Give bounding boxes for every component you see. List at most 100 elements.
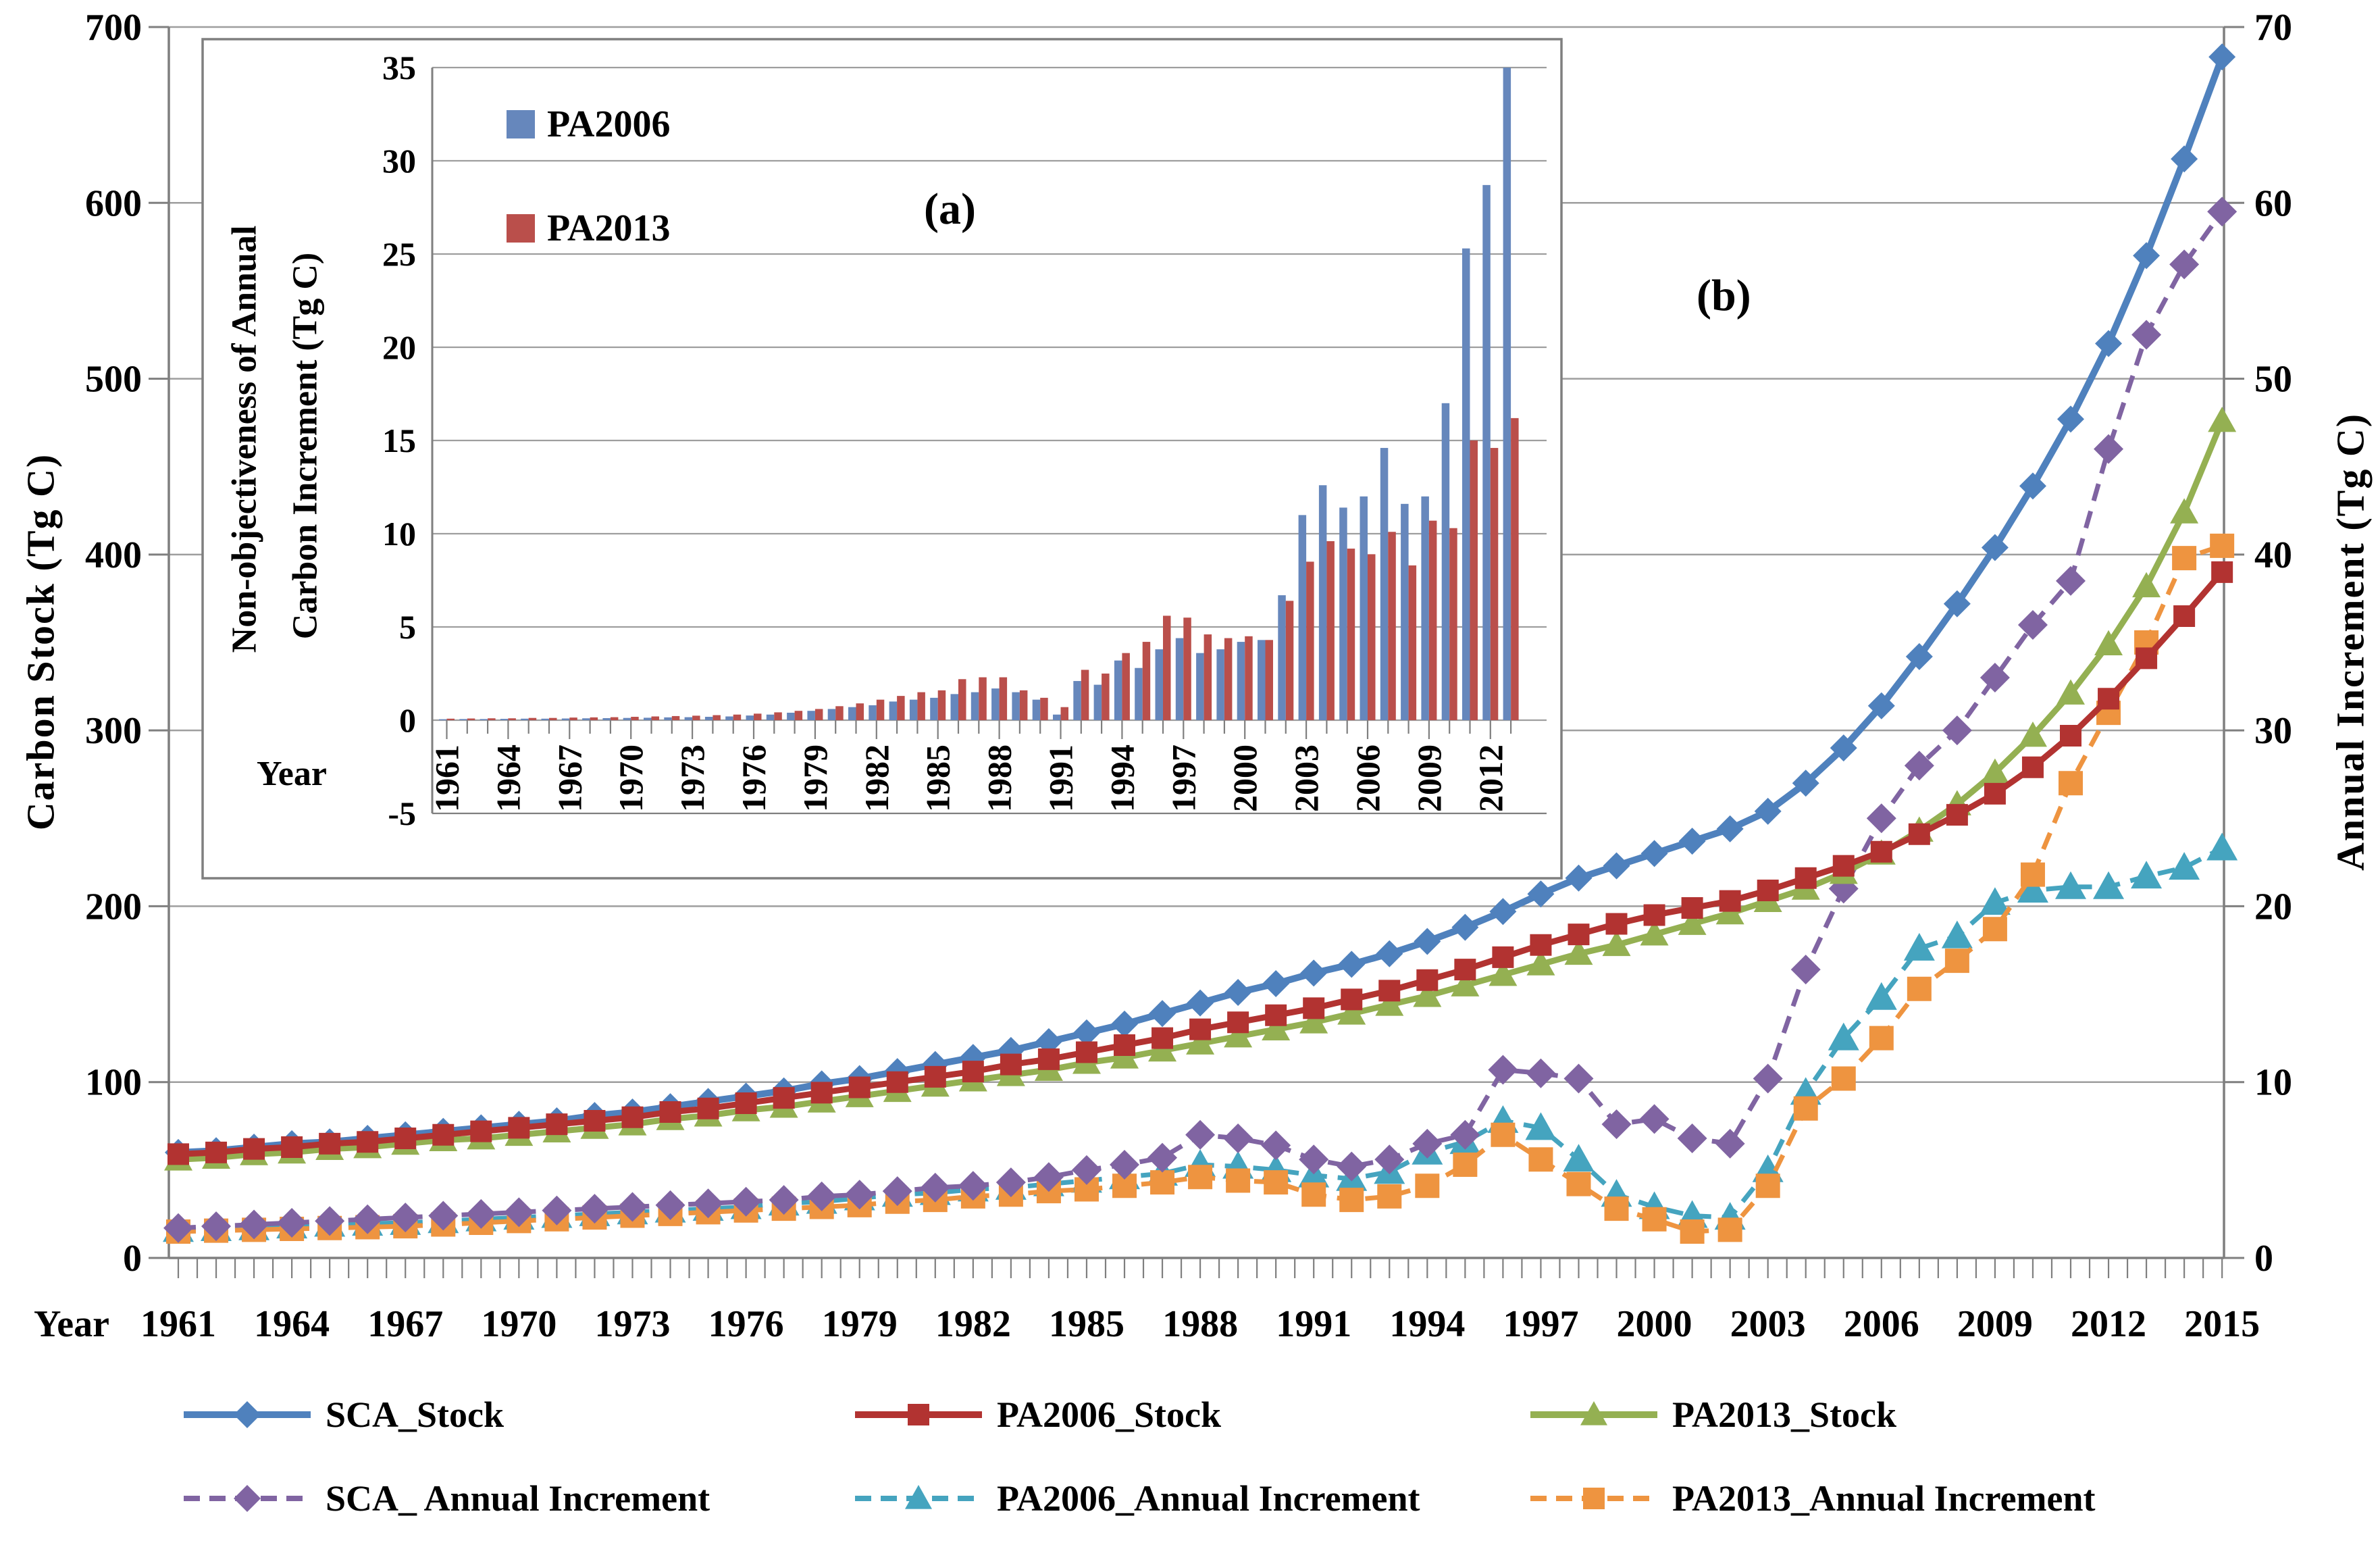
data-point-marker — [1905, 642, 1933, 670]
data-point-marker — [2093, 871, 2125, 899]
inset-y-tick-label: 20 — [382, 328, 416, 366]
inset-bar-pa2013 — [754, 713, 762, 720]
data-point-marker — [2098, 688, 2120, 710]
data-point-marker — [1261, 1130, 1291, 1161]
data-point-marker — [1226, 1168, 1251, 1193]
x-axis-title: Year — [34, 1303, 109, 1345]
data-point-marker — [1412, 1128, 1443, 1159]
data-point-marker — [1944, 949, 1969, 974]
data-point-marker — [1678, 909, 1707, 935]
inset-bar-pa2006 — [1258, 640, 1266, 720]
data-point-marker — [2020, 862, 2045, 887]
data-point-marker — [1568, 924, 1590, 946]
inset-bar-pa2013 — [1183, 617, 1191, 720]
data-point-marker — [1604, 1196, 1629, 1221]
inset-bar-pa2013 — [528, 717, 537, 720]
legend-label: PA2006_Stock — [997, 1394, 1221, 1435]
right-tick-label: 50 — [2254, 359, 2292, 401]
data-point-marker — [2132, 572, 2161, 598]
inset-bar-pa2006 — [1053, 714, 1061, 720]
pa2013-increment-line-sample-icon — [1530, 1488, 1657, 1509]
inset-bar-pa2006 — [991, 688, 1000, 720]
inset-bar-pa2013 — [1122, 653, 1130, 720]
data-point-marker — [2206, 832, 2238, 861]
inset-bar-pa2013 — [467, 718, 475, 720]
data-point-marker — [1528, 1147, 1553, 1172]
inset-bar-pa2006 — [459, 719, 467, 720]
inset-bar-pa2013 — [958, 679, 966, 720]
pa2006-stock-line-sample-icon — [855, 1404, 982, 1425]
data-point-marker — [2169, 249, 2200, 280]
data-point-marker — [239, 1209, 269, 1240]
data-point-marker — [1870, 840, 1892, 863]
data-point-marker — [1640, 920, 1669, 946]
left-tick-label: 300 — [85, 710, 142, 752]
inset-bar-pa2013 — [1204, 634, 1212, 720]
data-point-marker — [2208, 407, 2237, 432]
inset-bar-pa2013 — [835, 706, 844, 720]
inset-bar-pa2006 — [1093, 684, 1102, 720]
inset-bar-pa2006 — [827, 709, 836, 720]
inset-bar-pa2013 — [446, 718, 455, 720]
data-point-marker — [1071, 1155, 1102, 1185]
inset-x-tick-label: 2006 — [1349, 744, 1387, 812]
legend-item-pa2013-annual-increment: PA2013_Annual Increment — [1528, 1477, 2096, 1520]
inset-bar-pa2013 — [1347, 549, 1355, 720]
data-point-marker — [1111, 1010, 1138, 1038]
inset-box — [201, 38, 1563, 880]
inset-bar-pa2006 — [725, 716, 733, 720]
legend-item-sca-stock: SCA_Stock — [181, 1393, 504, 1436]
data-point-marker — [319, 1132, 341, 1155]
left-axis-title: Carbon Stock (Tg C) — [18, 453, 63, 831]
data-point-marker — [1793, 1096, 1818, 1121]
data-point-marker — [432, 1123, 455, 1146]
inset-bar-pa2006 — [684, 717, 693, 720]
data-point-marker — [315, 1206, 345, 1236]
data-point-marker — [810, 1082, 833, 1104]
x-tick-label: 1997 — [1503, 1303, 1578, 1345]
x-tick-label: 1964 — [254, 1303, 330, 1345]
inset-bar-pa2006 — [704, 717, 713, 720]
data-point-marker — [621, 1106, 644, 1128]
data-point-marker — [1454, 959, 1476, 981]
data-point-marker — [1341, 988, 1363, 1011]
inset-bar-pa2013 — [999, 677, 1008, 720]
legend-label: SCA_Stock — [326, 1394, 505, 1435]
left-tick-label: 700 — [85, 7, 142, 49]
data-point-marker — [1488, 1055, 1518, 1085]
inset-bar-pa2006 — [1135, 667, 1143, 720]
inset-y-axis-title-line2: Carbon Increment (Tg C) — [286, 252, 325, 640]
data-point-marker — [2094, 434, 2124, 464]
inset-y-tick-label: 10 — [382, 515, 416, 553]
inset-bar-pa2013 — [1265, 640, 1273, 720]
panel-label-a: (a) — [924, 184, 976, 234]
data-point-marker — [579, 1194, 610, 1224]
legend-marker-icon — [234, 1485, 261, 1512]
inset-bar-pa2006 — [1339, 507, 1347, 720]
legend-item-sca-annual-increment: SCA_ Annual Increment — [181, 1477, 710, 1520]
inset-bar-pa2013 — [979, 677, 987, 720]
inset-x-tick-label: 2009 — [1410, 744, 1448, 812]
inset-x-tick-label: 1994 — [1103, 744, 1141, 812]
x-tick-label: 1973 — [594, 1303, 670, 1345]
data-point-marker — [167, 1143, 189, 1165]
data-point-marker — [1757, 880, 1779, 902]
data-point-marker — [1189, 1018, 1212, 1040]
left-tick-label: 0 — [123, 1238, 142, 1280]
data-point-marker — [697, 1097, 719, 1119]
data-point-marker — [1265, 1004, 1287, 1026]
inset-bar-pa2013 — [1511, 418, 1519, 720]
legend-marker-icon — [234, 1401, 261, 1428]
data-point-marker — [1642, 1207, 1667, 1232]
inset-bar-pa2006 — [1216, 649, 1224, 720]
pa2006-increment-line-sample-icon — [855, 1485, 982, 1509]
data-point-marker — [1643, 904, 1665, 926]
inset-bar-pa2013 — [1102, 674, 1110, 720]
x-tick-label: 2006 — [1844, 1303, 1919, 1345]
data-point-marker — [2169, 852, 2200, 880]
inset-bar-pa2013 — [1388, 532, 1396, 720]
data-point-marker — [1831, 1066, 1856, 1091]
data-point-marker — [584, 1109, 606, 1132]
data-point-marker — [1339, 1188, 1364, 1213]
data-point-marker — [655, 1190, 685, 1220]
